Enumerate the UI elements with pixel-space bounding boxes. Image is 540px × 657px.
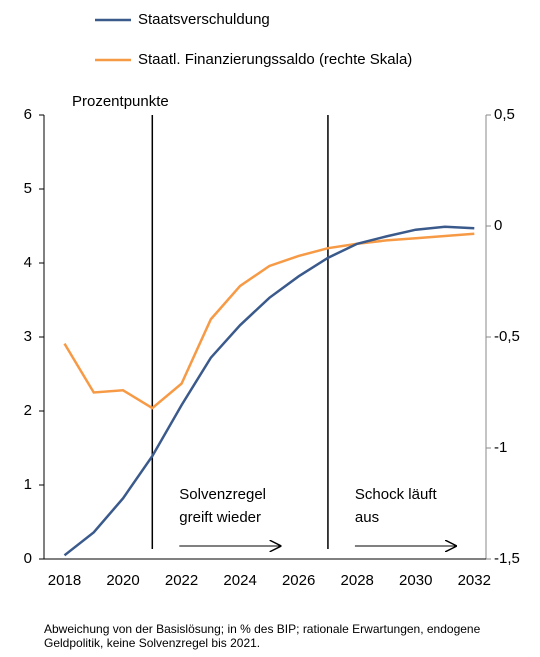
series-line [63, 225, 475, 557]
y-tick-label: 5 [24, 180, 32, 197]
x-tick-label: 2020 [106, 572, 139, 589]
y2-tick-label: -1,5 [494, 550, 520, 567]
legend-label: Staatl. Finanzierungssaldo (rechte Skala… [138, 51, 412, 68]
y2-tick-label: 0,5 [494, 106, 515, 123]
axis-label: Prozentpunkte [72, 93, 169, 110]
x-tick-label: 2032 [458, 572, 491, 589]
x-tick-label: 2024 [223, 572, 256, 589]
y-tick-label: 4 [24, 254, 32, 271]
x-tick-label: 2022 [165, 572, 198, 589]
x-tick-label: 2030 [399, 572, 432, 589]
annotation: aus [355, 509, 379, 526]
x-tick-label: 2026 [282, 572, 315, 589]
y-tick-label: 3 [24, 328, 32, 345]
y-tick-label: 6 [24, 106, 32, 123]
legend-label: Staatsverschuldung [138, 11, 270, 28]
series-line [63, 232, 475, 410]
y-tick-label: 0 [24, 550, 32, 567]
annotation: greift wieder [179, 509, 261, 526]
x-tick-label: 2028 [341, 572, 374, 589]
annotation: Schock läuft [355, 486, 438, 503]
y-tick-label: 2 [24, 402, 32, 419]
y2-tick-label: -1 [494, 439, 507, 456]
x-tick-label: 2018 [48, 572, 81, 589]
y2-tick-label: -0,5 [494, 328, 520, 345]
y-tick-label: 1 [24, 476, 32, 493]
footnote: Abweichung von der Basislösung; in % des… [44, 622, 481, 650]
y2-tick-label: 0 [494, 217, 502, 234]
annotation: Solvenzregel [179, 486, 266, 503]
